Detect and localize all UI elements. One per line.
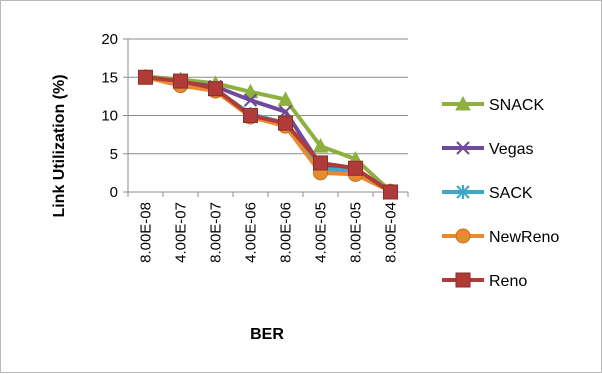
legend-label: Reno [489,273,527,290]
y-tick-label: 0 [110,184,118,201]
data-point-snack [312,138,329,153]
x-tick-label: 4.00E-05 [313,202,330,263]
x-tick-label: 4.00E-07 [173,202,190,263]
legend-label: SACK [489,185,533,202]
x-tick-label: 8.00E-06 [278,202,295,263]
data-point-reno [278,115,293,131]
data-point-reno [173,73,188,89]
series-group [137,68,399,200]
legend-label: SNACK [489,97,544,114]
legend-label: Vegas [489,141,533,158]
y-axis-title: Link Utilization (%) [51,74,68,217]
legend-marker [455,228,471,244]
x-tick-label: 8.00E-04 [383,202,400,263]
legend-marker [456,185,470,199]
legend-item-reno: Reno [442,272,527,290]
series-newreno [138,69,398,199]
legend-item-vegas: Vegas [442,141,533,158]
legend-item-newreno: NewReno [442,228,559,246]
y-tick-label: 5 [110,146,118,163]
y-tick-label: 10 [101,108,118,125]
data-point-snack [242,83,259,99]
data-point-reno [348,160,363,176]
data-point-vegas [243,93,258,107]
y-tick-label: 20 [101,31,118,48]
legend-item-sack: SACK [442,185,533,202]
x-tick-label: 8.00E-07 [208,202,225,263]
y-tick-label: 15 [101,69,118,86]
legend-marker [455,272,471,288]
x-tick-label: 8.00E-08 [138,202,155,263]
data-point-reno [383,184,398,200]
x-axis-title: BER [250,326,284,343]
data-point-reno [208,81,223,97]
legend: SNACK Vegas SACK NewReno Reno [442,95,559,290]
data-point-reno [243,108,258,123]
x-tick-label: 4.00E-06 [243,202,260,263]
x-tick-label: 8.00E-05 [348,202,365,263]
legend-item-snack: SNACK [442,95,544,114]
data-point-reno [313,155,328,171]
data-point-reno [138,69,153,85]
data-point-snack [277,91,294,106]
legend-marker [456,141,470,155]
legend-marker [455,95,471,111]
series-reno [138,69,398,200]
legend-label: NewReno [489,229,559,246]
axes: 0 5 10 15 20 8.00E-08 4.00E-07 8.00E-07 4.00E-06… [101,31,409,263]
